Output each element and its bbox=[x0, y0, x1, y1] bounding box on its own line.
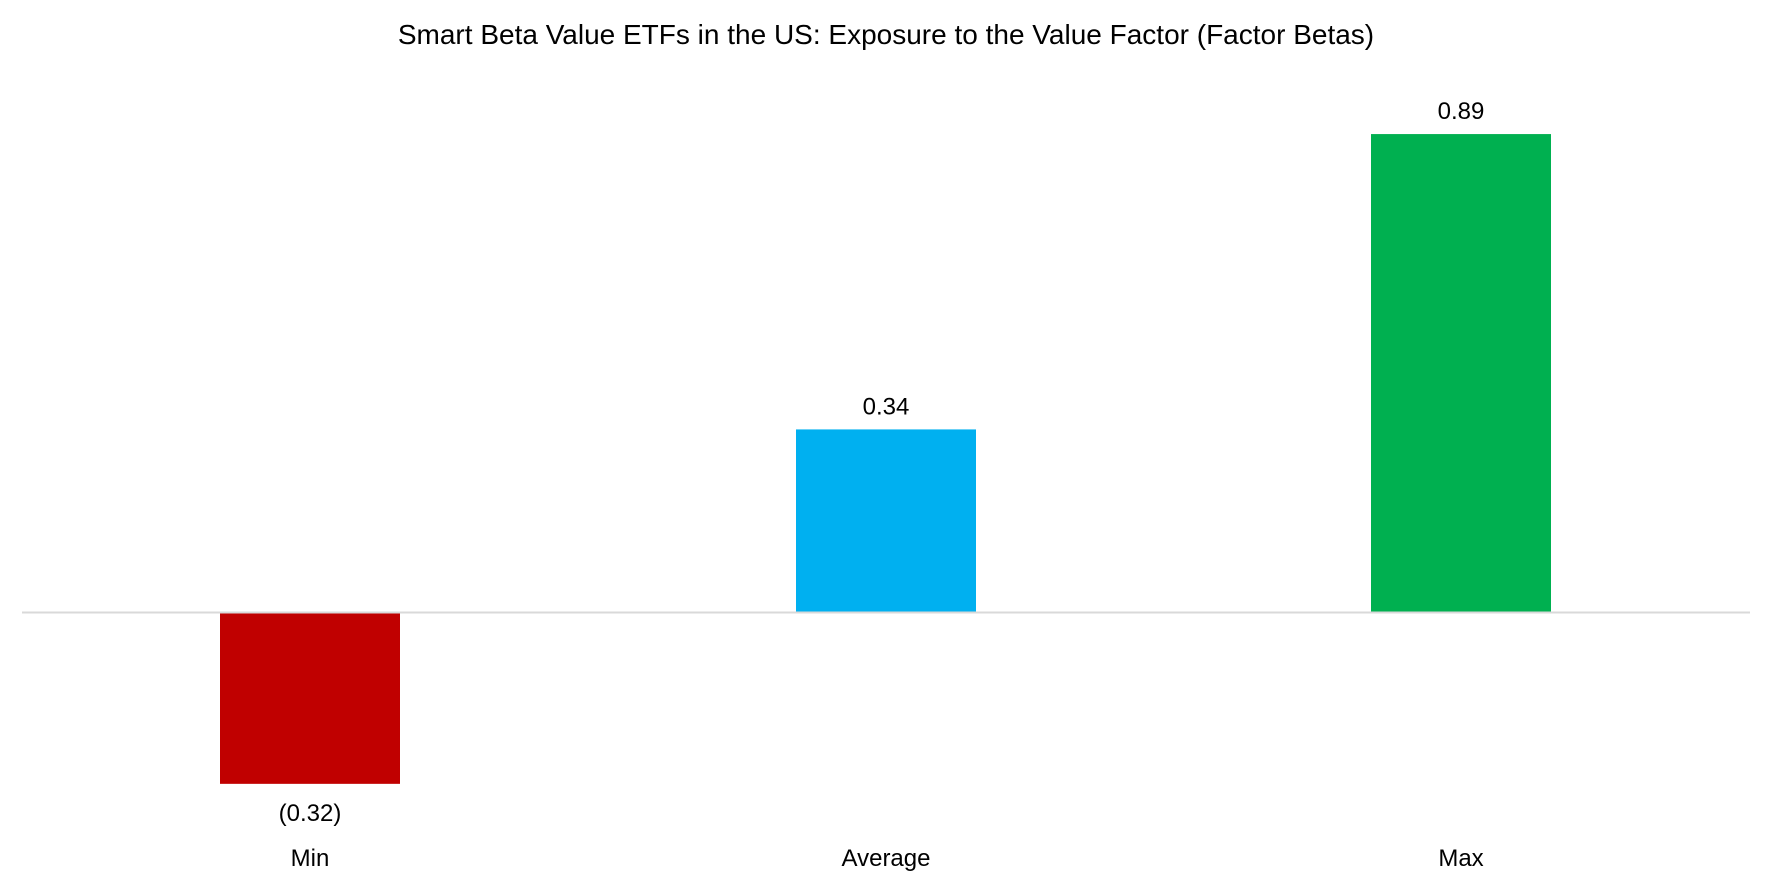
data-label-min: (0.32) bbox=[279, 800, 342, 827]
chart-title: Smart Beta Value ETFs in the US: Exposur… bbox=[398, 19, 1374, 50]
bar-max bbox=[1371, 134, 1551, 612]
data-label-max: 0.89 bbox=[1438, 98, 1485, 125]
plot-area: (0.32) 0.34 0.89 Min Average Max bbox=[22, 98, 1750, 872]
data-label-average: 0.34 bbox=[863, 393, 910, 420]
x-tick-label-max: Max bbox=[1438, 845, 1483, 872]
bar-min bbox=[220, 612, 400, 784]
x-tick-label-min: Min bbox=[291, 845, 330, 872]
x-tick-label-average: Average bbox=[842, 845, 931, 872]
bar-average bbox=[796, 429, 976, 612]
